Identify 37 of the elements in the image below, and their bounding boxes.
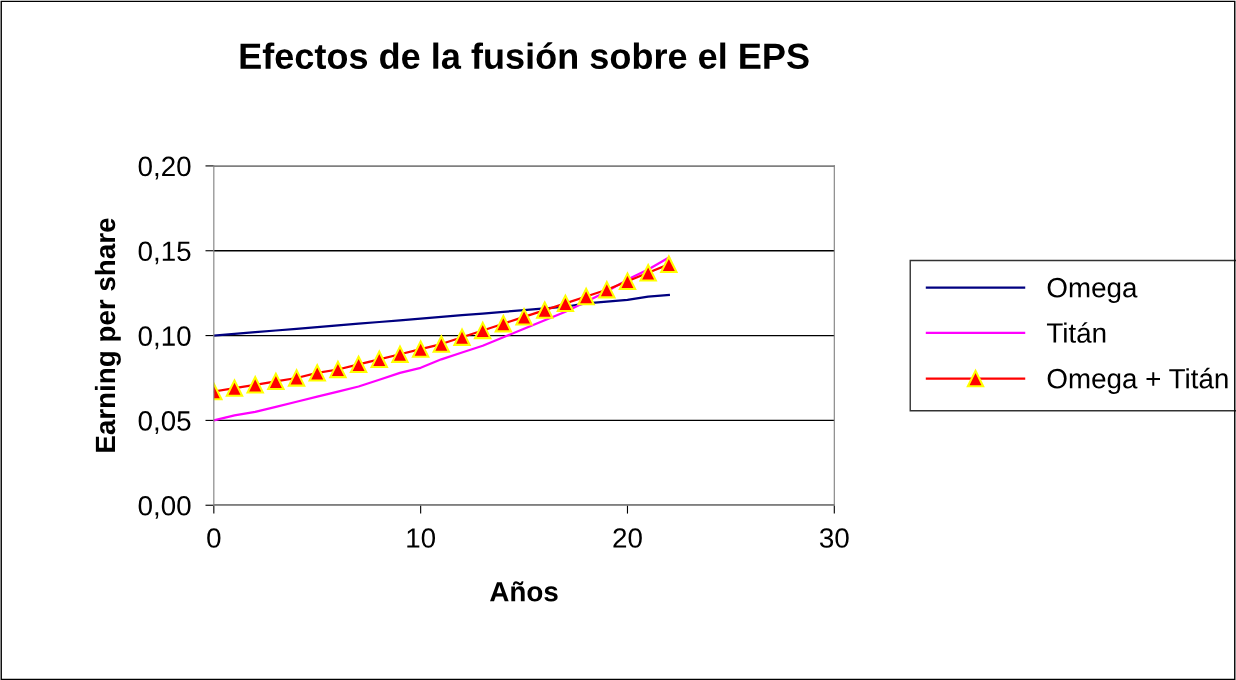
point bbox=[474, 321, 492, 340]
x-tick-label: 20 bbox=[613, 528, 642, 548]
point bbox=[287, 369, 306, 387]
point bbox=[246, 376, 264, 394]
point bbox=[432, 335, 451, 353]
x-axis-title: Años bbox=[490, 581, 558, 602]
point bbox=[536, 301, 554, 319]
legend-label: Omega bbox=[1047, 277, 1138, 304]
legend-label: Omega + Titán bbox=[1047, 367, 1228, 395]
y-tick-label: 0,15 bbox=[138, 241, 191, 265]
point bbox=[411, 340, 430, 358]
point bbox=[267, 372, 285, 391]
x-tick-label: 10 bbox=[407, 528, 436, 548]
x-tick-label: 0 bbox=[207, 528, 221, 548]
x-tick-label: 30 bbox=[819, 528, 849, 548]
point bbox=[308, 364, 326, 382]
point bbox=[515, 308, 533, 326]
point bbox=[370, 350, 388, 369]
point bbox=[598, 281, 616, 299]
point bbox=[494, 315, 513, 333]
point bbox=[618, 272, 637, 290]
y-tick-label: 0,20 bbox=[138, 156, 191, 180]
point bbox=[349, 355, 368, 374]
point bbox=[453, 328, 471, 346]
point bbox=[391, 345, 409, 363]
point bbox=[660, 255, 678, 273]
legend-label: Titán bbox=[1046, 322, 1106, 343]
chart-title: Efectos de la fusión sobre el EPS bbox=[240, 42, 809, 70]
y-tick-label: 0,05 bbox=[138, 411, 191, 435]
point bbox=[577, 287, 595, 306]
point bbox=[225, 379, 244, 397]
y-tick-label: 0,00 bbox=[138, 495, 191, 519]
y-tick-label: 0,10 bbox=[138, 326, 191, 350]
point bbox=[329, 360, 347, 379]
point bbox=[639, 264, 657, 282]
point bbox=[556, 294, 575, 313]
y-axis-title: Earning per share bbox=[94, 218, 121, 452]
